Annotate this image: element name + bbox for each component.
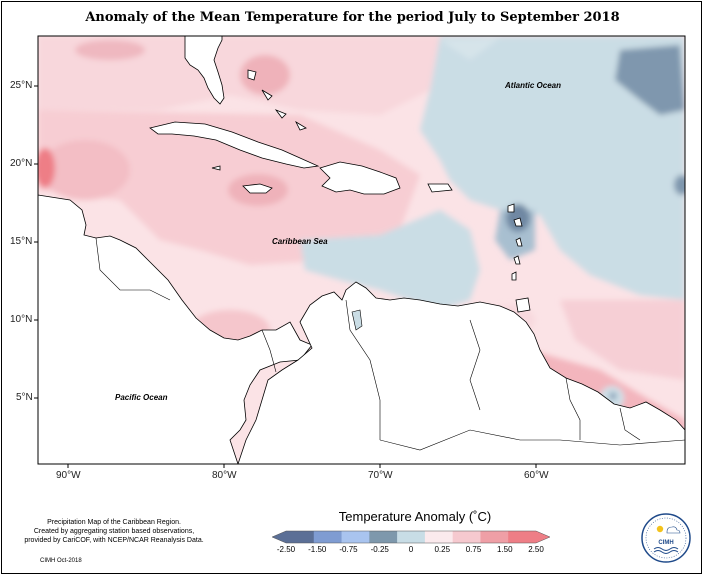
border-suriname-guiana <box>619 407 641 441</box>
lat-label-25n: 25°N <box>10 80 33 91</box>
anomaly-zone-far-east-cool <box>674 175 685 195</box>
bahamas-2 <box>261 89 273 101</box>
antilles-4 <box>513 255 521 265</box>
anomaly-zone-coast-cool <box>300 210 480 310</box>
bahamas-1 <box>247 69 257 81</box>
hispaniola <box>319 161 401 195</box>
lon-label-70w: 70°W <box>368 470 393 481</box>
cayman <box>211 165 221 171</box>
anomaly-zone-bahamas-warm <box>240 55 290 95</box>
antilles-2 <box>513 217 523 227</box>
legend-swatch <box>286 531 315 543</box>
anomaly-field <box>38 36 685 464</box>
lat-label-20n: 20°N <box>10 158 33 169</box>
legend-swatch <box>397 531 426 543</box>
antilles-1 <box>507 203 515 213</box>
legend-tick-label: -2.50 <box>276 545 296 554</box>
legend-swatch <box>480 531 509 543</box>
label-pacific-ocean: Pacific Ocean <box>115 393 168 402</box>
map-title: Anomaly of the Mean Temperature for the … <box>85 10 620 25</box>
anomaly-zone-mexico-warm <box>38 148 55 188</box>
cloud-icon <box>666 526 681 534</box>
logo-text: CIMH <box>658 540 673 546</box>
legend-tick-label: -0.25 <box>370 545 389 554</box>
credit-line: Precipitation Map of the Caribbean Regio… <box>47 519 181 526</box>
anomaly-zone-guyana-core <box>609 392 617 400</box>
legend-swatch <box>452 531 481 543</box>
legend-swatch <box>369 531 398 543</box>
legend-title: Temperature Anomaly (˚C) <box>338 509 492 524</box>
legend-tick-label: 0.25 <box>434 545 451 554</box>
legend-tick-label: 0 <box>408 545 414 554</box>
anomaly-zone-east-warm <box>560 300 685 380</box>
legend-swatch <box>313 531 343 543</box>
lon-label-60w: 60°W <box>524 470 549 481</box>
antilles-5 <box>511 271 517 281</box>
anomaly-zone-yucatan-warm <box>40 140 130 200</box>
bahamas-4 <box>295 120 307 131</box>
central-america <box>38 194 313 464</box>
credit-line: Created by aggregating station based obs… <box>33 528 195 535</box>
wave-icon <box>653 547 679 551</box>
florida <box>184 36 225 105</box>
lon-label-90w: 90°W <box>56 470 81 481</box>
border-panama <box>261 329 277 373</box>
bahamas-3 <box>274 109 287 119</box>
legend-tick-label: -0.75 <box>339 545 358 554</box>
puerto-rico <box>427 183 453 193</box>
lat-label-5n: 5°N <box>16 392 33 403</box>
antilles-3 <box>515 237 523 247</box>
jamaica <box>242 183 273 194</box>
trinidad <box>515 297 531 313</box>
lake-maracaibo <box>351 309 363 331</box>
anomaly-zone-atlantic-mid <box>440 38 500 60</box>
label-caribbean-sea: Caribbean Sea <box>272 237 328 246</box>
border-colombia-venezuela <box>345 299 381 440</box>
border-brazil <box>379 429 685 451</box>
lat-label-10n: 10°N <box>10 314 33 325</box>
lat-label-15n: 15°N <box>10 236 33 247</box>
legend-tick-label: 1.50 <box>496 545 513 554</box>
credit-text: Precipitation Map of the Caribbean Regio… <box>14 518 214 545</box>
credit-line: provided by CariCOF, with NCEP/NCAR Rean… <box>24 537 204 544</box>
legend-tick-label: 2.50 <box>528 545 544 554</box>
legend-colorbar <box>271 530 551 544</box>
country-borders <box>95 237 685 451</box>
wave-icon <box>653 550 679 554</box>
legend-tick-label: -1.50 <box>308 545 327 554</box>
cimh-logo: CIMH <box>641 513 691 563</box>
legend-arrow-low <box>272 531 286 543</box>
label-atlantic-ocean: Atlantic Ocean <box>505 81 562 90</box>
axis-ticks <box>34 85 537 468</box>
map-border <box>37 35 686 465</box>
anomaly-zone-gulf-warm <box>75 40 145 60</box>
credit-date: CIMH Oct-2018 <box>40 558 82 564</box>
border-venezuela-guyana <box>469 319 481 411</box>
legend-swatch <box>341 531 370 543</box>
cuba <box>149 121 320 169</box>
lon-label-80w: 80°W <box>212 470 237 481</box>
legend-tick-label: 0.75 <box>465 545 482 554</box>
legend-swatch <box>508 531 537 543</box>
legend-swatch <box>424 531 454 543</box>
legend-arrow-high <box>536 531 550 543</box>
border-central <box>95 237 171 301</box>
anomaly-zone-atlantic-cool <box>420 36 685 300</box>
legend-outline <box>271 530 551 544</box>
border-guyana-suriname <box>565 377 581 440</box>
sun-icon <box>656 525 664 533</box>
anomaly-zone-atlantic-dark <box>615 45 685 115</box>
